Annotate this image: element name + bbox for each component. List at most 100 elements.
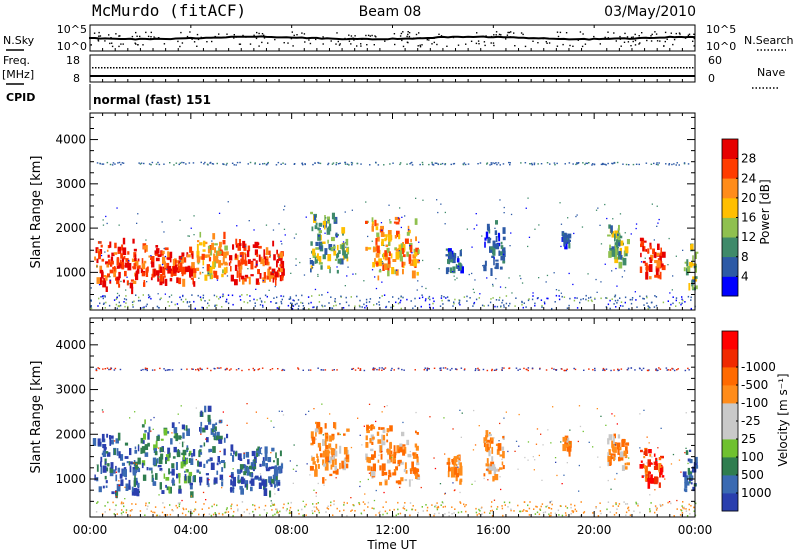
sparse-echo-cell: [411, 252, 413, 254]
echo-cell: [690, 475, 694, 480]
echo-cell: [568, 450, 571, 457]
ground-scatter-cell: [566, 307, 569, 309]
echo-cell: [112, 469, 116, 474]
echo-cell: [346, 256, 349, 262]
echo-cell: [687, 467, 690, 475]
ground-scatter-cell: [558, 298, 561, 301]
ground-scatter-cell: [167, 301, 169, 303]
sparse-echo-cell: [487, 479, 489, 481]
nave-point: [677, 67, 679, 69]
ground-scatter-cell: [256, 299, 258, 301]
sparse-echo-cell: [240, 255, 242, 257]
sparse-echo-cell: [648, 442, 650, 444]
echo-cell: [644, 465, 646, 469]
echo-cell: [691, 279, 695, 283]
ground-scatter-cell: [361, 306, 363, 308]
echo-cell: [181, 464, 186, 467]
nsearch-point: [134, 38, 137, 40]
echo-cell: [500, 241, 503, 245]
far-range-cell: [427, 367, 429, 370]
echo-cell: [143, 280, 146, 287]
echo-cell: [342, 248, 345, 256]
ground-scatter-cell: [405, 509, 408, 512]
sparse-echo-cell: [635, 223, 638, 225]
echo-cell: [226, 433, 229, 439]
far-range-cell: [442, 367, 445, 369]
nsearch-point: [352, 37, 354, 39]
echo-cell: [115, 490, 118, 499]
echo-cell: [455, 464, 458, 468]
ground-scatter-cell: [286, 508, 288, 510]
nave-point: [257, 67, 259, 69]
far-range-cell: [474, 369, 477, 372]
echo-cell: [237, 474, 240, 482]
echo-cell: [144, 452, 149, 457]
colorbar-tick-label: -25: [741, 414, 761, 428]
ground-scatter-cell: [254, 504, 256, 507]
echo-cell: [258, 254, 261, 262]
echo-cell: [182, 460, 187, 465]
far-range-cell: [378, 367, 381, 369]
sparse-echo-cell: [382, 263, 384, 265]
ground-scatter-cell: [379, 510, 381, 513]
ground-scatter-cell: [332, 514, 334, 516]
sparse-echo-cell: [561, 483, 563, 485]
nsearch-point: [218, 33, 220, 35]
echo-cell: [232, 481, 236, 487]
echo-cell: [495, 243, 500, 250]
ground-scatter-cell: [555, 294, 558, 297]
nave-point: [686, 67, 688, 69]
echo-cell: [568, 443, 571, 447]
ground-scatter-cell: [154, 511, 156, 514]
ground-scatter-cell: [494, 305, 496, 308]
far-range-cell: [167, 369, 170, 371]
nsearch-point: [145, 31, 147, 34]
nave-point: [149, 67, 151, 69]
ground-scatter-cell: [261, 301, 263, 303]
echo-cell: [497, 232, 500, 238]
echo-cell: [335, 468, 339, 475]
nave-point: [188, 67, 190, 69]
ground-scatter-cell: [473, 301, 476, 304]
ground-scatter-cell: [264, 294, 267, 297]
echo-cell: [215, 250, 219, 259]
ground-scatter-cell: [594, 297, 596, 300]
nsearch-point: [366, 44, 368, 46]
echo-cell: [261, 478, 265, 486]
far-range-cell: [374, 367, 376, 370]
ground-scatter-cell: [541, 304, 543, 307]
ground-scatter-cell: [289, 511, 291, 514]
ground-scatter-cell: [104, 511, 106, 513]
echo-cell: [459, 480, 462, 485]
echo-cell: [148, 255, 152, 258]
echo-cell: [137, 468, 141, 473]
nave-point: [299, 67, 301, 69]
far-range-cell: [502, 163, 505, 165]
y-tick-label: 2000: [55, 221, 86, 235]
ground-scatter-cell: [496, 506, 499, 508]
nave-point: [371, 67, 373, 69]
sparse-echo-cell: [500, 488, 502, 491]
far-range-cell: [658, 162, 660, 164]
echo-cell: [566, 440, 570, 443]
ground-scatter-cell: [272, 514, 274, 517]
ground-scatter-cell: [216, 504, 218, 507]
echo-cell: [658, 482, 661, 488]
sparse-echo-cell: [105, 215, 107, 218]
far-range-cell: [555, 369, 557, 371]
far-range-cell: [444, 163, 447, 165]
echo-cell: [372, 247, 376, 253]
echo-cell: [497, 443, 502, 451]
echo-cell: [644, 465, 648, 473]
nsearch-point: [492, 42, 495, 44]
sparse-echo-cell: [411, 479, 413, 481]
echo-cell: [173, 427, 178, 434]
ground-scatter-cell: [231, 294, 234, 297]
ground-scatter-cell: [168, 296, 171, 298]
ground-scatter-cell: [145, 504, 147, 507]
echo-cell: [169, 256, 172, 263]
ground-scatter-cell: [307, 296, 310, 298]
echo-cell: [207, 254, 211, 258]
echo-cell: [662, 475, 665, 478]
ground-scatter-cell: [397, 513, 399, 515]
